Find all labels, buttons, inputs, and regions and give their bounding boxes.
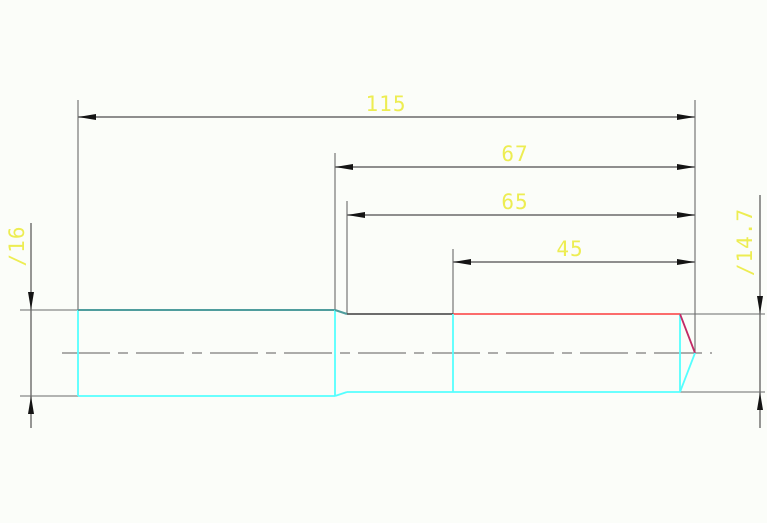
arrowhead-right-65	[677, 212, 695, 218]
shaft-outline	[62, 309, 712, 397]
arrowhead-left-65	[347, 212, 365, 218]
arrowhead-top-dia16	[28, 292, 34, 310]
arrowhead-right-45	[677, 259, 695, 265]
dim-text-67: 67	[501, 142, 528, 166]
arrowhead-left-115	[78, 114, 96, 120]
arrowhead-right-67	[677, 164, 695, 170]
dimension-dia16: ∕16	[5, 223, 34, 428]
taper-bottom-edge	[334, 391, 348, 397]
dimension-45: 45	[453, 237, 695, 265]
dimension-115: 115	[78, 92, 695, 120]
end-cone-top-edge	[679, 313, 696, 354]
dimension-65: 65	[347, 190, 695, 218]
arrowhead-right-115	[677, 114, 695, 120]
arrowhead-left-67	[335, 164, 353, 170]
taper-top-edge	[334, 309, 348, 315]
arrowhead-bottom-dia147	[757, 392, 763, 410]
arrowhead-top-dia147	[757, 296, 763, 314]
dimension-dia147: ∕14.7	[733, 195, 763, 428]
arrowhead-left-45	[453, 259, 471, 265]
dimension-67: 67	[335, 142, 695, 170]
dim-text-65: 65	[501, 190, 528, 214]
dim-text-115: 115	[366, 92, 407, 116]
extension-lines	[20, 100, 765, 397]
dim-text-45: 45	[556, 237, 583, 261]
dim-text-dia147: ∕14.7	[733, 208, 757, 276]
arrowhead-bottom-dia16	[28, 396, 34, 414]
dim-text-dia16: ∕16	[5, 226, 29, 267]
end-cone-bottom-edge	[679, 352, 696, 393]
